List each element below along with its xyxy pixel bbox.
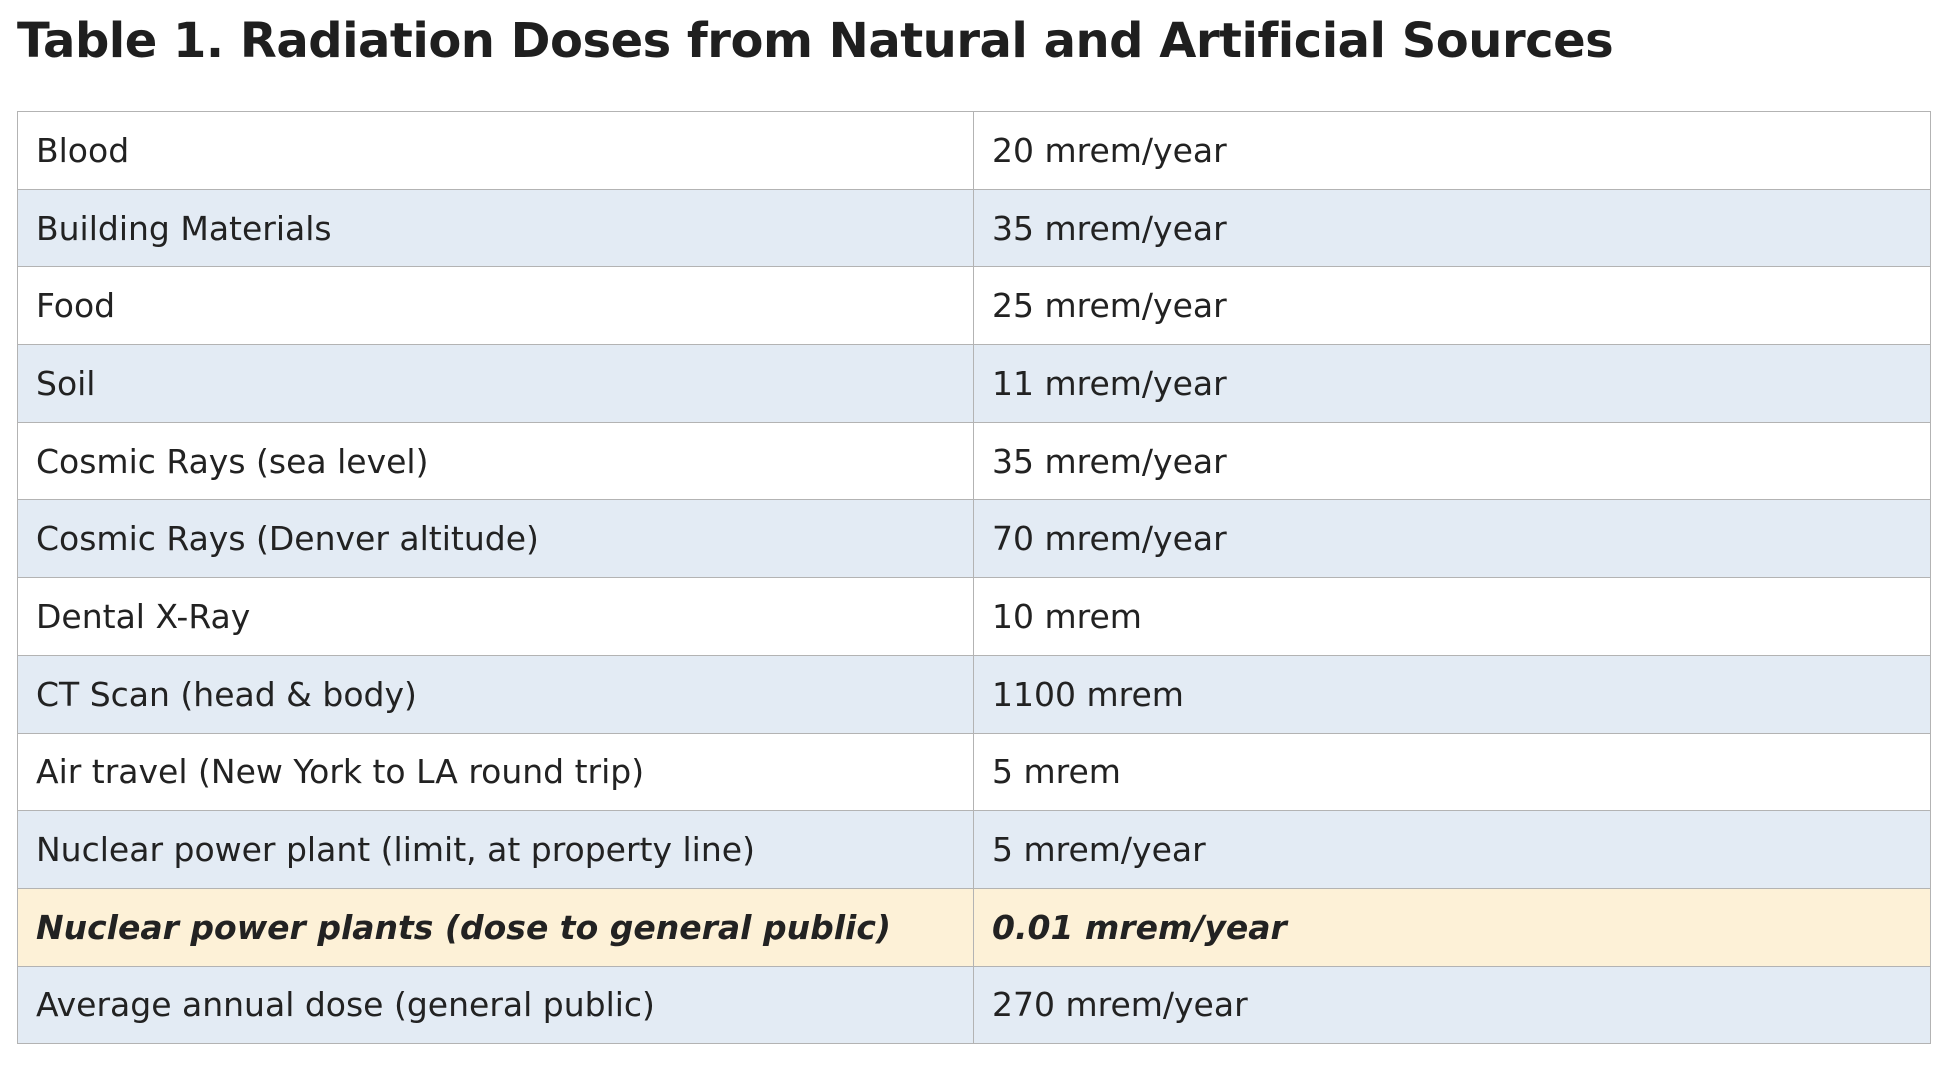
source-cell: CT Scan (head & body) xyxy=(17,654,974,734)
table-row: Dental X-Ray 10 mrem xyxy=(17,577,1931,656)
dose-cell: 0.01 mrem/year xyxy=(973,887,1931,967)
table-row: CT Scan (head & body) 1100 mrem xyxy=(17,654,1931,734)
source-cell: Nuclear power plant (limit, at property … xyxy=(17,810,974,889)
source-cell: Nuclear power plants (dose to general pu… xyxy=(17,887,974,967)
source-cell: Cosmic Rays (Denver altitude) xyxy=(17,499,974,579)
source-cell: Average annual dose (general public) xyxy=(17,965,974,1045)
dose-cell: 11 mrem/year xyxy=(973,344,1931,423)
dose-cell: 1100 mrem xyxy=(973,654,1931,734)
table-title: Table 1. Radiation Doses from Natural an… xyxy=(17,13,1614,69)
source-cell: Air travel (New York to LA round trip) xyxy=(17,732,974,812)
dose-cell: 5 mrem xyxy=(973,732,1931,812)
source-cell: Building Materials xyxy=(17,188,974,268)
dose-cell: 270 mrem/year xyxy=(973,965,1931,1045)
dose-cell: 10 mrem xyxy=(973,577,1931,656)
table-row: Building Materials 35 mrem/year xyxy=(17,188,1931,268)
source-cell: Blood xyxy=(17,111,974,190)
dose-table: Blood 20 mrem/year Building Materials 35 mr… xyxy=(17,111,1931,1045)
table-row: Cosmic Rays (sea level) 35 mrem/year xyxy=(17,421,1931,501)
dose-cell: 20 mrem/year xyxy=(973,111,1931,190)
dose-cell: 5 mrem/year xyxy=(973,810,1931,889)
source-cell: Cosmic Rays (sea level) xyxy=(17,421,974,501)
source-cell: Soil xyxy=(17,344,974,423)
table-row: Blood 20 mrem/year xyxy=(17,111,1931,190)
table-row: Cosmic Rays (Denver altitude) 70 mrem/yea… xyxy=(17,499,1931,579)
table-body: Blood 20 mrem/year Building Materials 35 mr… xyxy=(17,111,1931,1045)
table-row: Nuclear power plant (limit, at property … xyxy=(17,810,1931,889)
table-row: Soil 11 mrem/year xyxy=(17,344,1931,423)
dose-cell: 70 mrem/year xyxy=(973,499,1931,579)
source-cell: Dental X-Ray xyxy=(17,577,974,656)
source-cell: Food xyxy=(17,266,974,346)
table-row: Average annual dose (general public) 270 … xyxy=(17,965,1931,1045)
table-row: Food 25 mrem/year xyxy=(17,266,1931,346)
dose-cell: 35 mrem/year xyxy=(973,421,1931,501)
dose-cell: 35 mrem/year xyxy=(973,188,1931,268)
table-row: Air travel (New York to LA round trip) 5 … xyxy=(17,732,1931,812)
dose-cell: 25 mrem/year xyxy=(973,266,1931,346)
table-row: Nuclear power plants (dose to general pu… xyxy=(17,887,1931,967)
